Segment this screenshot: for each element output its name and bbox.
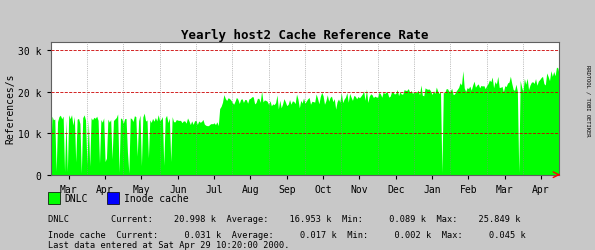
Text: RRDTOOL / TOBI OETIKER: RRDTOOL / TOBI OETIKER bbox=[585, 64, 590, 136]
Text: Inode cache  Current:     0.031 k  Average:     0.017 k  Min:     0.002 k  Max: : Inode cache Current: 0.031 k Average: 0.… bbox=[48, 230, 525, 239]
Text: DNLC: DNLC bbox=[64, 193, 87, 203]
Y-axis label: References/s: References/s bbox=[5, 74, 15, 144]
Bar bbox=[48, 192, 60, 204]
Text: Last data entered at Sat Apr 29 10:20:00 2000.: Last data entered at Sat Apr 29 10:20:00… bbox=[48, 240, 289, 249]
Title: Yearly host2 Cache Reference Rate: Yearly host2 Cache Reference Rate bbox=[181, 28, 428, 41]
Bar bbox=[107, 192, 119, 204]
Text: DNLC        Current:    20.998 k  Average:    16.953 k  Min:     0.089 k  Max:  : DNLC Current: 20.998 k Average: 16.953 k… bbox=[48, 214, 520, 223]
Text: Inode cache: Inode cache bbox=[124, 193, 189, 203]
